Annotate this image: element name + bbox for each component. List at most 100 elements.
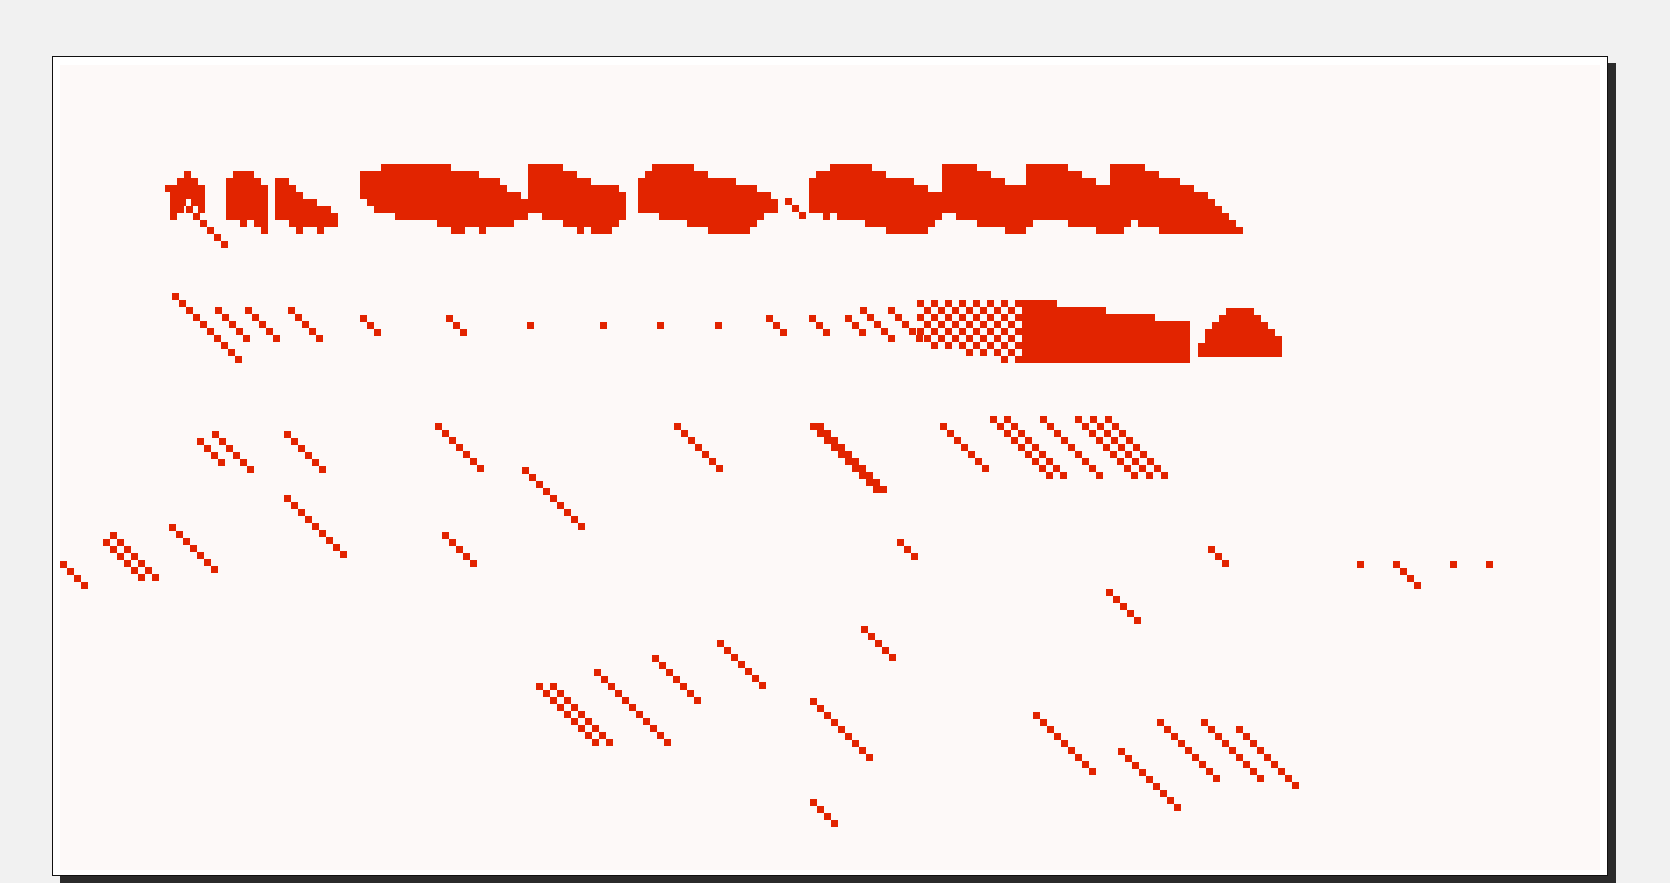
pixel <box>1117 164 1124 206</box>
pixel <box>1127 321 1134 328</box>
pixel <box>1173 178 1180 234</box>
pixel <box>1148 328 1155 335</box>
pixel <box>792 205 799 212</box>
pixel <box>605 185 612 234</box>
pixel <box>340 551 347 558</box>
pixel <box>1078 328 1085 335</box>
pixel <box>1120 314 1127 321</box>
pixel <box>310 220 317 227</box>
pixel <box>1036 356 1043 363</box>
pixel <box>1264 754 1271 761</box>
pixel <box>247 466 254 473</box>
pixel <box>1212 322 1219 357</box>
pixel <box>1261 322 1268 357</box>
pixel <box>1078 335 1085 342</box>
pixel <box>319 466 326 473</box>
pixel <box>1127 328 1134 335</box>
pixel <box>1082 761 1089 768</box>
pixel <box>838 444 845 451</box>
pixel <box>1050 342 1057 349</box>
pixel <box>1036 335 1043 342</box>
pixel <box>1250 740 1257 747</box>
pixel <box>650 725 657 732</box>
pixel <box>1285 775 1292 782</box>
pixel <box>184 171 191 199</box>
pixel <box>1089 430 1096 437</box>
pixel <box>1090 416 1097 423</box>
pixel <box>527 322 534 329</box>
pixel <box>465 171 472 227</box>
pixel <box>1233 308 1240 357</box>
pixel <box>1141 349 1148 356</box>
pixel <box>1106 349 1113 356</box>
pixel <box>1201 719 1208 726</box>
pixel <box>810 799 817 806</box>
pixel <box>360 315 367 322</box>
pixel <box>1112 423 1119 430</box>
pixel <box>729 178 736 234</box>
pixel <box>1085 314 1092 321</box>
pixel <box>1099 328 1106 335</box>
pixel <box>236 328 243 335</box>
pixel <box>564 509 571 516</box>
pixel <box>1039 465 1046 472</box>
pixel <box>1036 314 1043 321</box>
pixel <box>1213 775 1220 782</box>
pixel <box>601 676 608 683</box>
pixel <box>1155 342 1162 349</box>
pixel <box>1125 451 1132 458</box>
pixel <box>938 307 945 314</box>
pixel <box>1057 328 1064 335</box>
pixel <box>1082 458 1089 465</box>
pixel <box>1099 342 1106 349</box>
pixel <box>817 430 824 437</box>
pixel <box>1029 349 1036 356</box>
pixel <box>529 474 536 481</box>
pixel <box>221 241 228 248</box>
pixel <box>282 192 289 199</box>
pixel <box>170 185 177 220</box>
pixel <box>1357 561 1364 568</box>
pixel <box>1018 444 1025 451</box>
pixel <box>606 739 613 746</box>
pixel <box>460 329 467 336</box>
pixel <box>1183 335 1190 342</box>
pixel <box>243 335 250 342</box>
pixel <box>865 164 872 227</box>
pixel <box>435 423 442 430</box>
pixel <box>186 206 193 213</box>
pixel <box>1113 328 1120 335</box>
pixel <box>1033 712 1040 719</box>
pixel <box>1036 328 1043 335</box>
pixel <box>333 544 340 551</box>
pixel <box>556 164 563 220</box>
pixel <box>904 546 911 553</box>
pixel-canvas[interactable] <box>60 65 1600 870</box>
pixel <box>585 718 592 725</box>
pixel <box>859 747 866 754</box>
pixel <box>1106 328 1113 335</box>
pixel <box>980 349 987 356</box>
pixel <box>1022 314 1029 321</box>
pixel <box>858 164 865 220</box>
pixel <box>645 171 652 213</box>
pixel <box>940 423 947 430</box>
pixel <box>1071 356 1078 363</box>
pixel <box>1226 308 1233 357</box>
pixel <box>571 704 578 711</box>
pixel <box>1057 356 1064 363</box>
pixel <box>522 467 529 474</box>
pixel <box>183 538 190 545</box>
pixel <box>1450 561 1457 568</box>
pixel <box>275 185 282 192</box>
pixel <box>1106 314 1113 321</box>
pixel <box>888 307 895 314</box>
pixel <box>1089 178 1096 227</box>
pixel <box>266 328 273 335</box>
pixel <box>186 307 193 314</box>
pixel <box>599 732 606 739</box>
pixel <box>1096 185 1103 234</box>
pixel <box>423 164 430 220</box>
pixel <box>766 315 773 322</box>
pixel <box>889 654 896 661</box>
